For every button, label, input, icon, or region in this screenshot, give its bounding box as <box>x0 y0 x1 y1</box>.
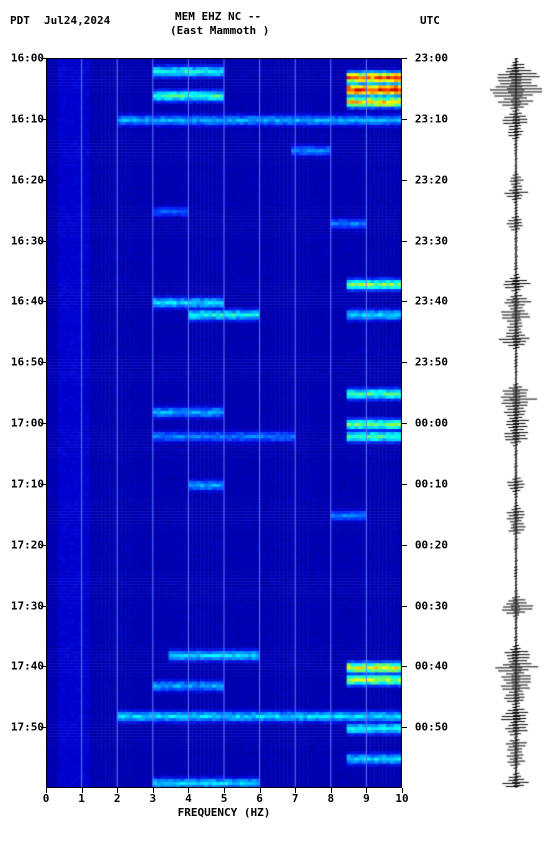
ytick-left: 17:10 <box>0 477 44 490</box>
ytick-left: 17:20 <box>0 538 44 551</box>
waveform-panel <box>490 58 542 788</box>
ytick-right: 00:50 <box>406 721 448 734</box>
ytick-right: 00:30 <box>406 599 448 612</box>
y-ticks-right: 23:0023:1023:2023:3023:4023:5000:0000:10… <box>406 58 448 788</box>
ytick-left: 16:50 <box>0 356 44 369</box>
xtick: 5 <box>221 792 228 805</box>
ytick-left: 16:10 <box>0 112 44 125</box>
spectrogram-canvas <box>46 58 402 788</box>
ytick-left: 17:30 <box>0 599 44 612</box>
ytick-left: 16:20 <box>0 173 44 186</box>
ytick-left: 16:30 <box>0 234 44 247</box>
xtick: 4 <box>185 792 192 805</box>
location: (East Mammoth ) <box>170 24 269 37</box>
date: Jul24,2024 <box>44 14 110 27</box>
ytick-left: 17:50 <box>0 721 44 734</box>
ytick-left: 17:00 <box>0 417 44 430</box>
y-ticks-left: 16:0016:1016:2016:3016:4016:5017:0017:10… <box>0 58 44 788</box>
waveform-canvas <box>490 58 542 788</box>
ytick-right: 00:00 <box>406 417 448 430</box>
ytick-right: 23:10 <box>406 112 448 125</box>
xtick: 9 <box>363 792 370 805</box>
x-axis-label: FREQUENCY (HZ) <box>46 806 402 819</box>
ytick-left: 16:40 <box>0 295 44 308</box>
xtick: 6 <box>256 792 263 805</box>
xtick: 0 <box>43 792 50 805</box>
spectrogram-plot <box>46 58 402 788</box>
ytick-right: 23:40 <box>406 295 448 308</box>
ytick-right: 00:20 <box>406 538 448 551</box>
ytick-right: 23:20 <box>406 173 448 186</box>
ytick-right: 23:00 <box>406 52 448 65</box>
xtick: 3 <box>149 792 156 805</box>
ytick-left: 17:40 <box>0 660 44 673</box>
station: MEM EHZ NC -- <box>175 10 261 23</box>
ytick-right: 00:40 <box>406 660 448 673</box>
xtick: 8 <box>327 792 334 805</box>
xtick: 1 <box>78 792 85 805</box>
ytick-right: 23:50 <box>406 356 448 369</box>
tz-right: UTC <box>420 14 440 27</box>
tz-left: PDT <box>10 14 30 27</box>
ytick-left: 16:00 <box>0 52 44 65</box>
xtick: 2 <box>114 792 121 805</box>
xtick: 10 <box>395 792 408 805</box>
ytick-right: 00:10 <box>406 477 448 490</box>
xtick: 7 <box>292 792 299 805</box>
ytick-right: 23:30 <box>406 234 448 247</box>
